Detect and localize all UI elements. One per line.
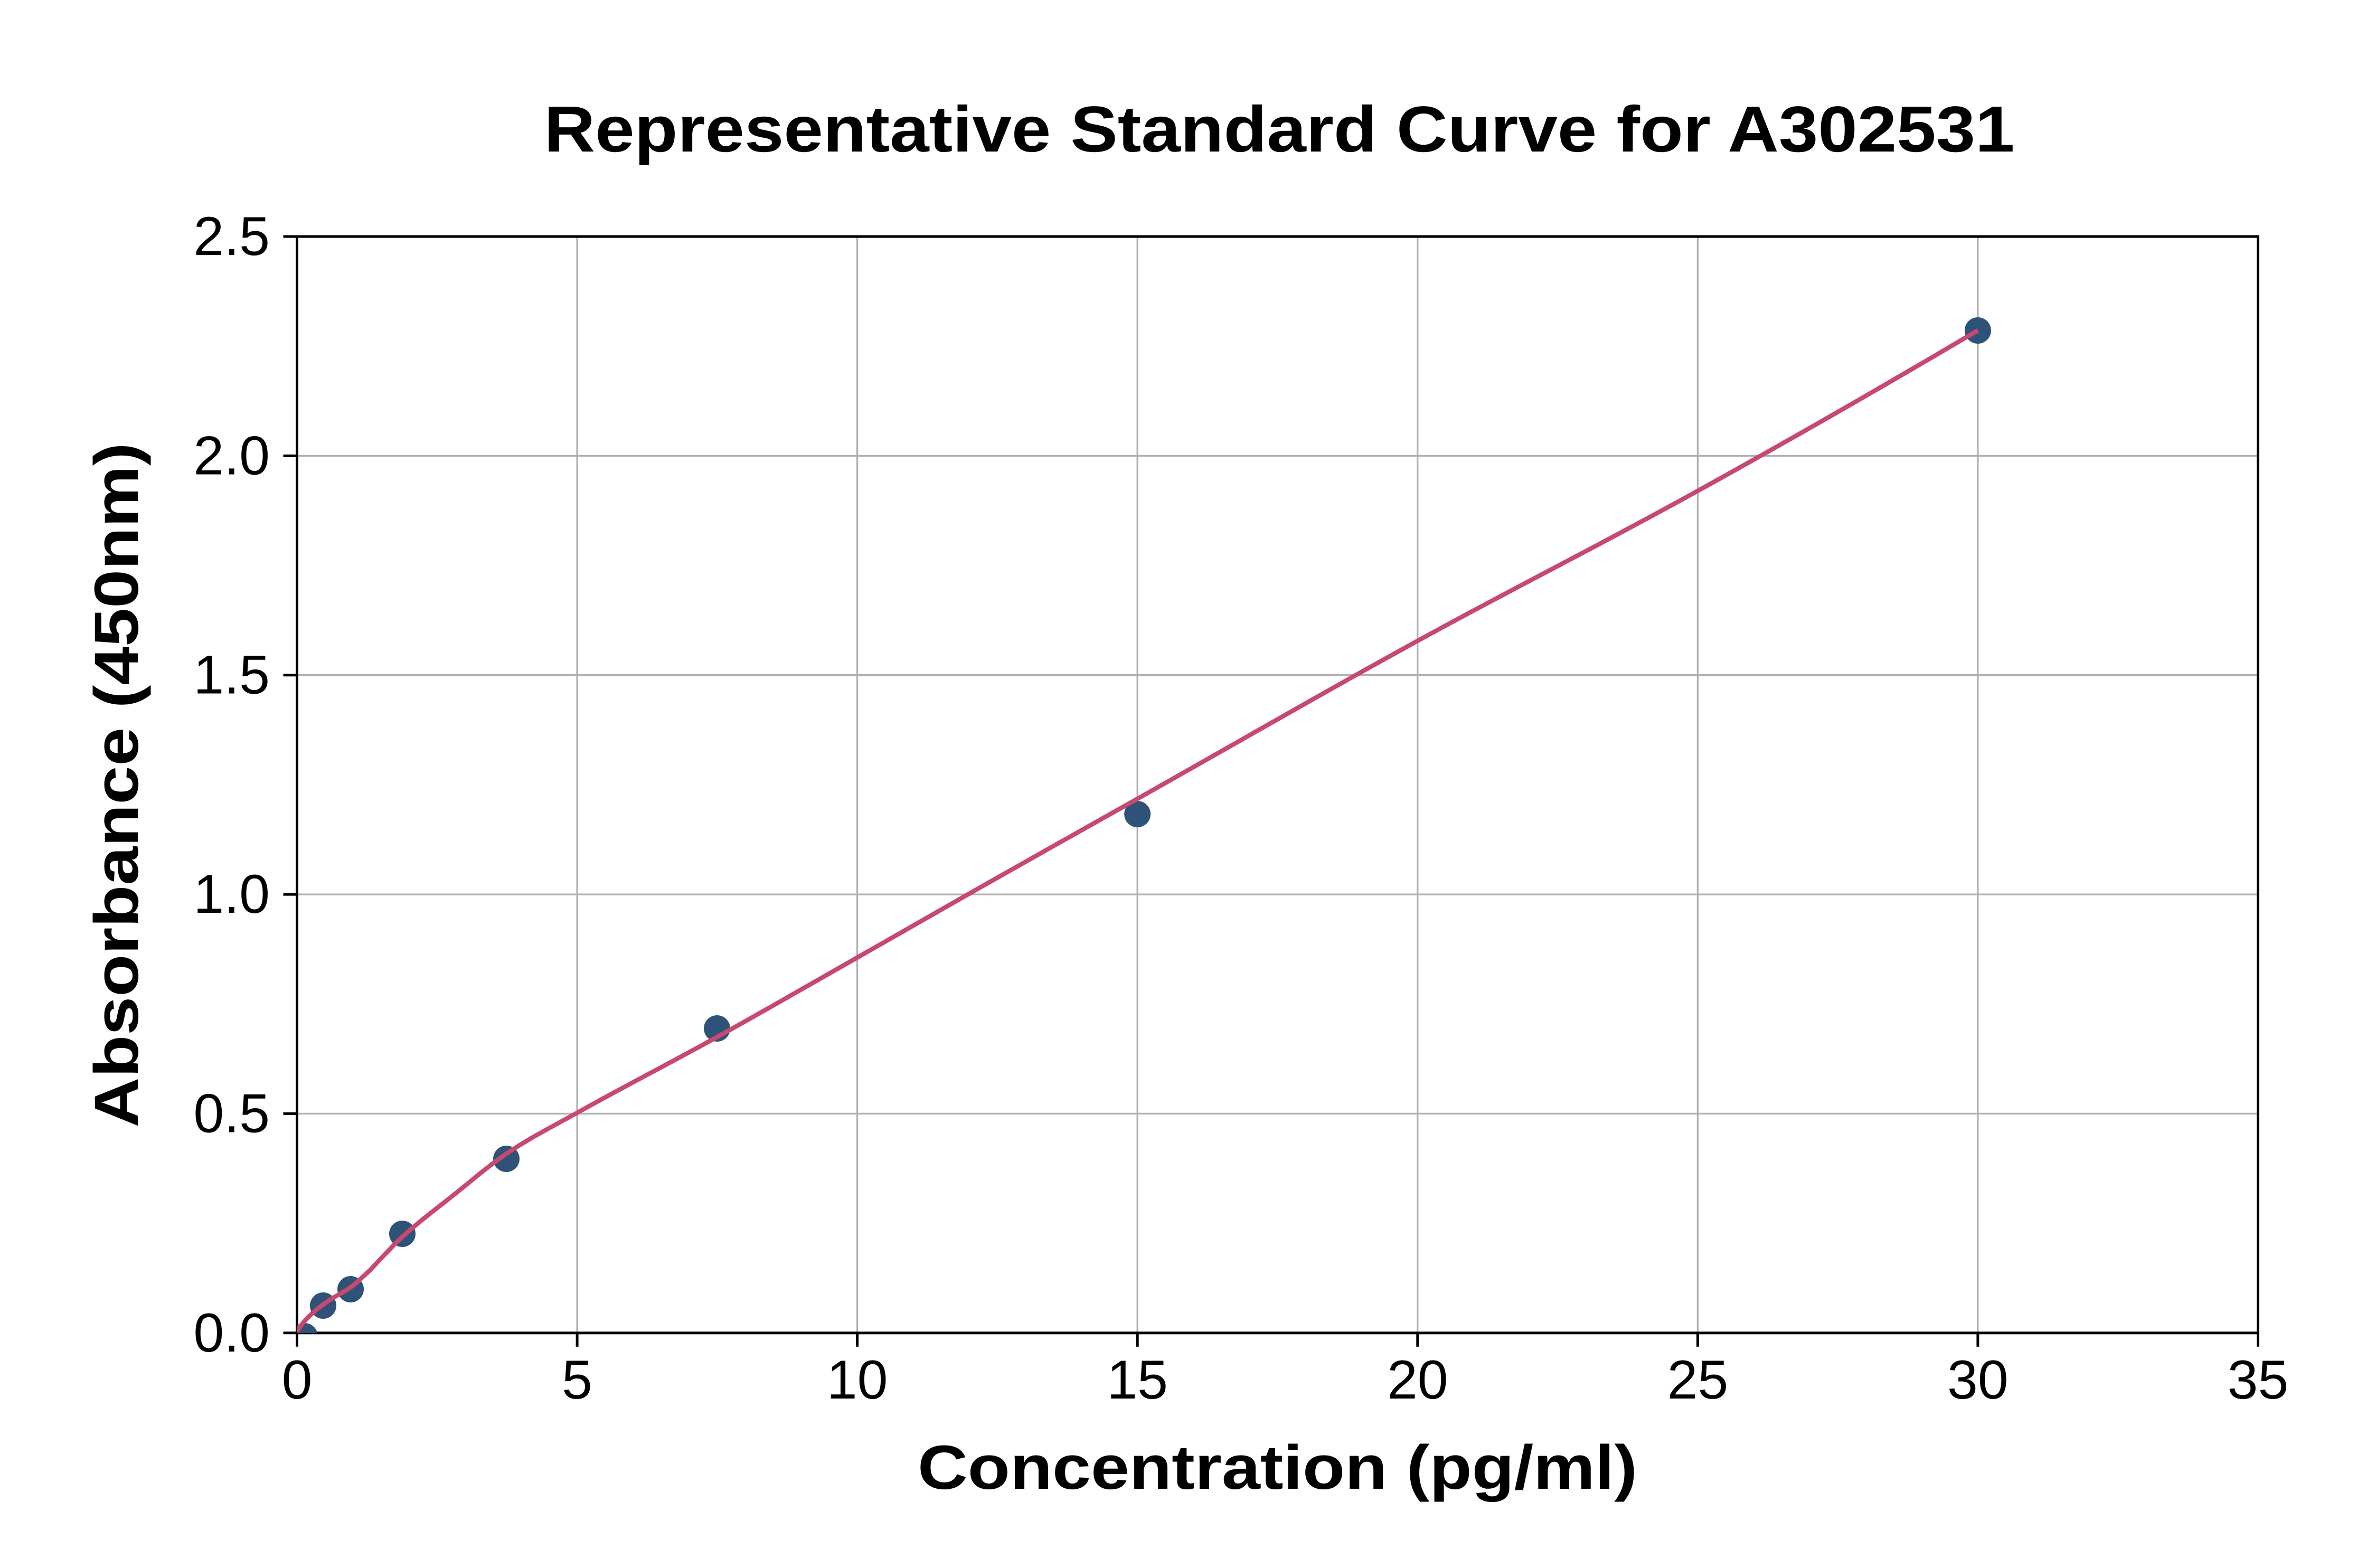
svg-text:1.5: 1.5 [193, 645, 270, 706]
svg-text:20: 20 [1387, 1349, 1448, 1411]
svg-text:0.0: 0.0 [193, 1302, 270, 1364]
svg-text:Concentration (pg/ml): Concentration (pg/ml) [918, 1433, 1637, 1503]
svg-text:5: 5 [562, 1349, 592, 1411]
svg-text:15: 15 [1107, 1349, 1168, 1411]
svg-text:2.5: 2.5 [193, 206, 270, 267]
svg-text:25: 25 [1667, 1349, 1729, 1411]
svg-text:30: 30 [1947, 1349, 2009, 1411]
svg-text:1.0: 1.0 [193, 864, 270, 925]
svg-text:Absorbance (450nm): Absorbance (450nm) [82, 443, 152, 1128]
svg-text:0.5: 0.5 [193, 1083, 270, 1144]
svg-text:Representative Standard Curve: Representative Standard Curve for A30253… [544, 93, 2015, 166]
svg-text:0: 0 [282, 1349, 313, 1411]
svg-text:2.0: 2.0 [193, 425, 270, 486]
svg-text:10: 10 [827, 1349, 888, 1411]
svg-text:35: 35 [2228, 1349, 2289, 1411]
